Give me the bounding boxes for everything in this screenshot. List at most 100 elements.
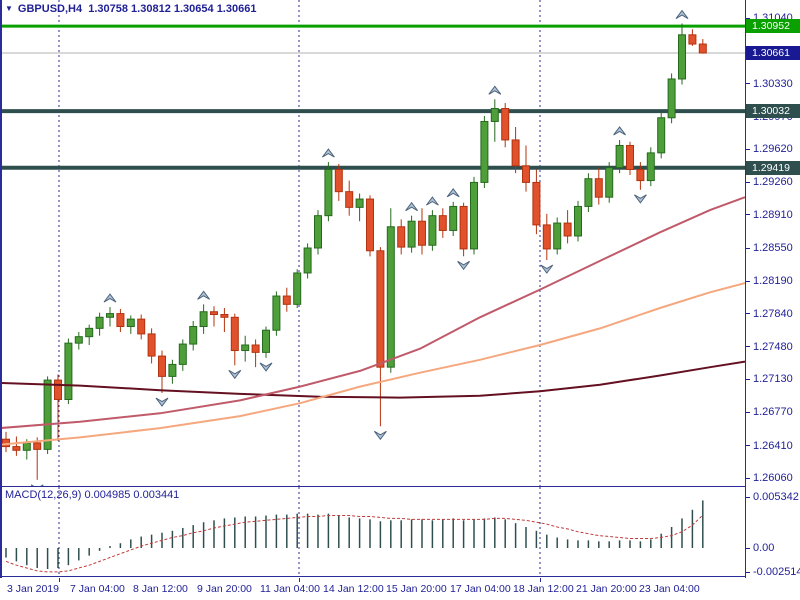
candle-body <box>563 222 572 237</box>
candle-body <box>33 442 42 450</box>
candle-body <box>470 181 478 250</box>
fractal-up-icon <box>103 293 117 303</box>
macd-label: MACD(12,26,9) 0.004985 0.003441 <box>5 489 179 501</box>
candle-body <box>282 295 291 305</box>
time-tick-label: 9 Jan 20:00 <box>197 583 252 595</box>
candle-body <box>636 168 645 182</box>
price-tick-label: 1.27130 <box>746 372 793 386</box>
time-tick-label: 18 Jan 12:00 <box>513 583 574 595</box>
fractal-down-icon <box>457 260 470 271</box>
fractal-down-icon <box>634 194 647 204</box>
symbol-dropdown-icon[interactable]: ▼ <box>5 4 13 13</box>
fractal-down-icon <box>540 264 554 274</box>
price-tick-label: 1.29620 <box>746 142 793 156</box>
candle-body <box>594 178 603 198</box>
candle-body <box>272 295 281 331</box>
candle-body <box>199 311 208 328</box>
candle-body <box>220 314 229 318</box>
macd-histogram <box>5 500 704 570</box>
ma-fast-salmon <box>2 282 745 446</box>
candle-body <box>449 205 458 231</box>
candle-body <box>116 313 125 328</box>
price-chart-canvas <box>2 0 745 486</box>
candle-body <box>501 108 510 141</box>
macd-pane[interactable] <box>2 486 745 577</box>
fractal-down-icon <box>155 397 169 407</box>
candle-body <box>168 363 177 377</box>
candle-body <box>210 311 218 316</box>
candle-body <box>553 222 562 250</box>
fractal-down-icon <box>374 430 387 441</box>
time-tick-label: 3 Jan 2019 <box>7 583 59 595</box>
candle-body <box>178 343 187 365</box>
fractal-down-icon <box>228 369 242 380</box>
macd-values: 0.004985 0.003441 <box>84 489 180 501</box>
candle-body <box>626 144 634 170</box>
candle-body <box>137 318 146 335</box>
time-axis[interactable]: 3 Jan 2019 7 Jan 04:00 8 Jan 12:00 9 Jan 20… <box>0 578 800 600</box>
fractal-down-icon <box>30 484 44 486</box>
fractal-up-icon <box>675 9 689 19</box>
time-tick-label: 15 Jan 20:00 <box>386 583 447 595</box>
ma-mid-rose <box>2 196 745 429</box>
candle-body <box>418 220 426 246</box>
macd-signal-line <box>5 514 704 573</box>
candle-body <box>251 344 260 353</box>
time-tick-label: 8 Jan 12:00 <box>133 583 188 595</box>
candle-body <box>355 198 364 208</box>
candle-body <box>106 313 114 318</box>
candle-body <box>54 379 62 400</box>
time-axis-tick <box>540 578 541 582</box>
time-tick-label: 21 Jan 20:00 <box>576 583 637 595</box>
time-tick-label: 23 Jan 04:00 <box>639 583 700 595</box>
candle-body <box>303 247 312 274</box>
candle-body <box>85 327 94 338</box>
candles-layer <box>2 23 707 480</box>
candle-body <box>542 224 551 250</box>
candle-body <box>22 442 31 451</box>
time-tick-label: 17 Jan 04:00 <box>450 583 511 595</box>
price-axis[interactable]: 1.310401.303301.299701.296201.292601.289… <box>746 0 800 578</box>
candle-body <box>428 215 437 246</box>
macd-tick-label: 0.00 <box>746 541 774 555</box>
candle-body <box>314 215 322 249</box>
price-tick-label: 1.28550 <box>746 241 793 255</box>
fractal-arrows-layer <box>30 9 689 486</box>
candle-body <box>657 117 666 154</box>
candle-body <box>688 34 697 45</box>
candle-body <box>490 108 499 122</box>
candle-body <box>334 168 343 193</box>
fractal-up-icon <box>197 290 210 300</box>
fractal-up-icon <box>405 201 418 212</box>
candle-body <box>2 438 10 448</box>
candle-body <box>95 316 104 329</box>
price-tick-label: 1.28190 <box>746 274 793 288</box>
price-badge: 1.30032 <box>746 104 800 119</box>
candle-body <box>324 168 333 217</box>
candle-body <box>480 120 489 183</box>
price-pane[interactable] <box>2 0 745 486</box>
price-tick-label: 1.29260 <box>746 175 793 189</box>
candle-body <box>230 316 239 352</box>
candle-body <box>126 318 135 328</box>
candle-body <box>584 178 593 207</box>
ma-slow-maroon <box>2 360 745 399</box>
candle-body <box>532 181 541 226</box>
time-axis-tick <box>59 578 60 582</box>
chart-title: ▼ GBPUSD,H4 1.30758 1.30812 1.30654 1.306… <box>5 3 256 15</box>
time-tick-label: 14 Jan 12:00 <box>323 583 384 595</box>
candle-body <box>158 355 166 377</box>
candle-body <box>511 139 520 167</box>
candle-body <box>262 329 270 353</box>
price-tick-label: 1.27840 <box>746 307 793 321</box>
pane-axis-divider <box>745 0 746 578</box>
candle-body <box>241 344 250 352</box>
fractal-up-icon <box>613 126 626 136</box>
price-badge: 1.30661 <box>746 46 800 60</box>
candle-body <box>438 215 447 231</box>
candle-body <box>12 446 21 451</box>
candle-body <box>345 191 354 208</box>
candle-body <box>678 34 686 80</box>
candle-body <box>147 333 156 357</box>
